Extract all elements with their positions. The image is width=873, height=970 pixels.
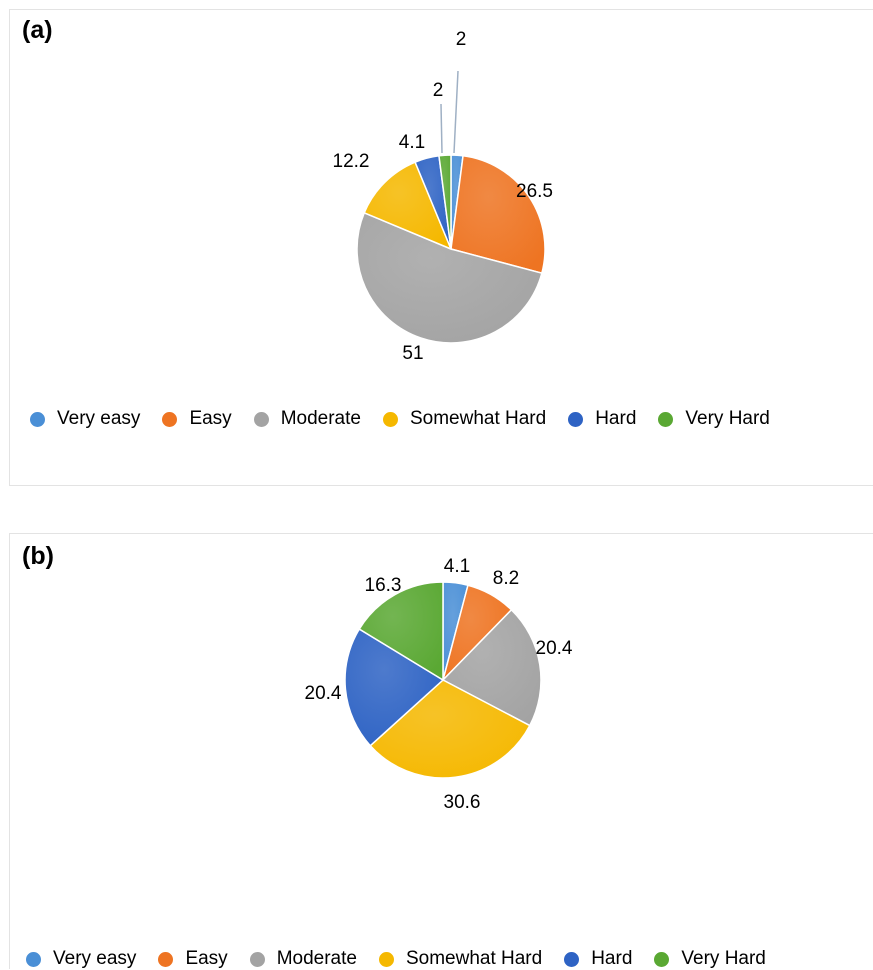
- pie-slice-moderate: [356, 211, 543, 344]
- leader-line: [453, 70, 459, 154]
- legend-label: Moderate: [280, 408, 361, 429]
- data-label-easy: 26.5: [516, 181, 553, 202]
- pie-chart-b: 4.1 8.2 20.4 30.6 20.4 16.3: [305, 556, 573, 813]
- data-label-very-easy: 2: [456, 29, 467, 50]
- legend-swatch: [158, 951, 174, 967]
- legend-label: Hard: [591, 948, 633, 969]
- legend-swatch: [249, 951, 265, 967]
- data-label-easy: 8.2: [493, 568, 519, 589]
- legend-item-very-easy: Very easy: [26, 948, 136, 970]
- legend-label: Moderate: [276, 948, 357, 969]
- legend-swatch: [654, 951, 670, 967]
- data-label-somewhat-hard: 30.6: [444, 792, 481, 813]
- legend-label: Hard: [595, 408, 637, 429]
- data-label-moderate: 51: [402, 343, 423, 364]
- legend-item-moderate: Moderate: [249, 948, 357, 970]
- legend-label: Very easy: [57, 408, 141, 429]
- legend-label: Very easy: [53, 948, 137, 969]
- legend: Very easy Easy Moderate Somewhat Hard Hard Ve…: [30, 408, 770, 430]
- legend-swatch: [162, 411, 178, 427]
- data-label-very-easy: 4.1: [444, 556, 470, 577]
- legend-label: Easy: [189, 408, 232, 429]
- legend-swatch: [382, 411, 398, 427]
- legend-label: Very Hard: [681, 948, 766, 969]
- legend-swatch: [30, 411, 45, 427]
- legend-label: Easy: [185, 948, 228, 969]
- panel-label: (a): [22, 16, 53, 44]
- legend-label: Somewhat Hard: [405, 948, 543, 969]
- pie-slice-somewhat-hard: [363, 161, 453, 251]
- legend-item-somewhat-hard: Somewhat Hard: [378, 948, 543, 970]
- data-label-somewhat-hard: 12.2: [333, 151, 370, 172]
- legend-item-very-hard: Very Hard: [658, 408, 770, 430]
- legend-item-very-hard: Very Hard: [654, 948, 766, 970]
- pie-slice-very-hard: [438, 154, 452, 250]
- legend-label: Very Hard: [685, 408, 770, 429]
- legend-swatch: [378, 951, 394, 967]
- data-label-very-hard: 16.3: [365, 575, 402, 596]
- chart-panel-a: (a) 2 26.5 51 12.2 4.1 2 Very easy Easy Moderat…: [9, 9, 873, 486]
- legend-item-easy: Easy: [158, 948, 228, 970]
- pie-slice-easy: [450, 154, 546, 275]
- chart-panel-b: (b) 4.1 8.2 20.4 30.6 20.4 16.3 Very easy Easy…: [9, 533, 873, 969]
- legend: Very easy Easy Moderate Somewhat Hard Hard Ve…: [26, 948, 766, 970]
- legend-item-moderate: Moderate: [253, 408, 361, 430]
- legend-item-easy: Easy: [162, 408, 232, 430]
- leader-line: [440, 103, 443, 154]
- legend-swatch: [253, 411, 269, 427]
- pie-slice-very-hard: [358, 581, 444, 682]
- legend-item-very-easy: Very easy: [30, 408, 140, 430]
- legend-swatch: [26, 951, 41, 967]
- pie-slice-hard: [344, 628, 445, 747]
- pie-slice-moderate: [441, 608, 542, 727]
- panel-label: (b): [22, 542, 54, 570]
- data-label-hard: 20.4: [305, 683, 342, 704]
- legend-label: Somewhat Hard: [409, 408, 547, 429]
- data-label-hard: 4.1: [399, 132, 425, 153]
- pie-slice-somewhat-hard: [369, 679, 531, 779]
- legend-item-hard: Hard: [564, 948, 632, 970]
- data-label-very-hard: 2: [433, 80, 444, 101]
- data-label-moderate: 20.4: [536, 638, 573, 659]
- pie-chart-a: 2 26.5 51 12.2 4.1 2: [333, 29, 553, 364]
- legend-item-somewhat-hard: Somewhat Hard: [382, 408, 547, 430]
- legend-swatch: [564, 951, 580, 967]
- legend-item-hard: Hard: [568, 408, 636, 430]
- legend-swatch: [658, 411, 674, 427]
- legend-swatch: [568, 411, 584, 427]
